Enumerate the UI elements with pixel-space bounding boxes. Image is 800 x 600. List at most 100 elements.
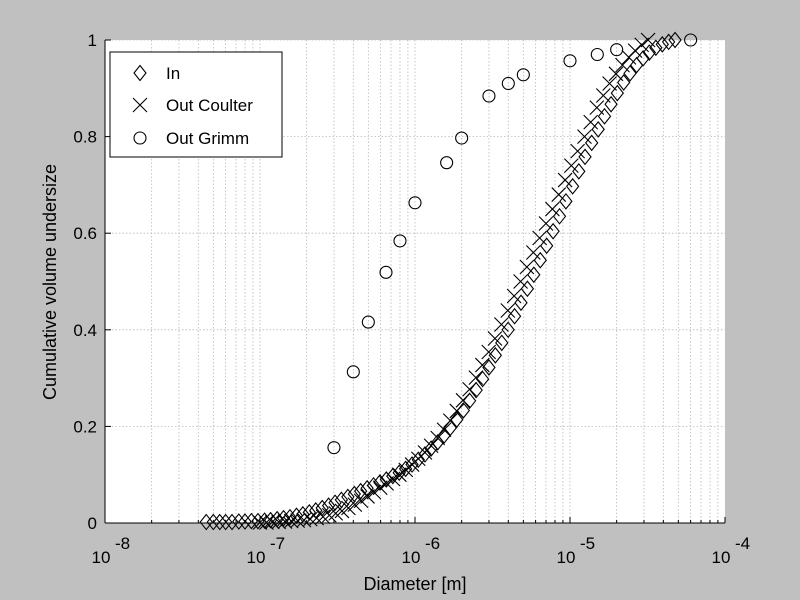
data-point-circle (408, 196, 422, 210)
data-point-diamond (616, 74, 631, 91)
data-point-x (519, 259, 535, 275)
legend-items: In Out Coulter Out Grimm (132, 64, 253, 148)
data-point-diamond (610, 84, 625, 102)
data-point-x (468, 370, 484, 386)
data-point-x (398, 462, 414, 478)
y-tick-label: 0.8 (73, 128, 97, 147)
data-point-diamond (597, 107, 612, 125)
data-point-x (474, 357, 490, 373)
data-point-diamond (495, 334, 509, 352)
y-tick-label: 0.4 (73, 321, 97, 340)
legend-marker-circle (133, 131, 147, 145)
x-tick-label-exponent: -6 (425, 534, 440, 553)
data-point-x (283, 513, 299, 529)
data-point-diamond (488, 347, 503, 364)
legend-marker-diamond (133, 64, 147, 82)
data-point-diamond (552, 207, 567, 225)
data-point-x (264, 514, 280, 530)
data-point-x (506, 288, 522, 304)
legend-label: Out Grimm (166, 129, 249, 148)
data-point-circle (590, 47, 604, 62)
data-point-diamond (475, 370, 490, 388)
data-point-x (634, 37, 650, 53)
data-point-diamond (520, 280, 535, 298)
data-point-x (608, 66, 624, 82)
x-tick-label-exponent: -4 (735, 534, 750, 553)
data-point-x (296, 512, 312, 528)
data-point-circle (346, 365, 360, 379)
data-point-x (315, 509, 331, 525)
data-point-diamond (668, 31, 682, 49)
y-tick-label: 1 (88, 31, 97, 50)
data-point-circle (393, 234, 407, 248)
data-point-circle (610, 43, 624, 57)
y-tick-label: 0 (88, 514, 97, 533)
x-tick-label-exponent: -8 (115, 534, 130, 553)
data-point-x (589, 100, 605, 116)
data-point-x (583, 114, 599, 130)
data-point-x (290, 513, 306, 528)
legend-label: In (166, 64, 180, 83)
legend-label: Out Coulter (166, 96, 253, 115)
data-point-diamond (559, 192, 573, 210)
data-point-diamond (405, 456, 419, 473)
data-point-x (259, 515, 274, 530)
data-point-diamond (206, 513, 221, 531)
data-point-diamond (213, 513, 227, 531)
y-axis-title: Cumulative volume undersize (40, 164, 60, 400)
data-point-diamond (218, 513, 233, 531)
x-tick-label-base: 10 (712, 548, 731, 567)
data-point-x (563, 158, 579, 173)
data-point-diamond (655, 35, 670, 53)
x-tick-label-base: 10 (402, 548, 421, 567)
data-point-diamond (604, 95, 618, 113)
data-point-diamond (386, 467, 400, 485)
y-tick-label: 0.2 (73, 417, 97, 436)
y-tick-labels: 0 0.2 0.4 0.6 0.8 1 (73, 31, 97, 533)
data-point-x (442, 413, 458, 428)
data-point-x (366, 484, 382, 500)
series-out-coulter (252, 32, 656, 530)
data-point-x (538, 216, 554, 231)
x-tick-label-base: 10 (557, 548, 576, 567)
data-point-x (372, 480, 388, 496)
data-point-diamond (546, 222, 560, 240)
x-tick-label-exponent: -7 (270, 534, 285, 553)
data-point-x (532, 230, 548, 246)
data-point-diamond (469, 381, 483, 399)
legend: In Out Coulter Out Grimm (109, 51, 283, 158)
series-out-grimm (327, 33, 698, 455)
data-point-x (595, 88, 611, 103)
data-point-circle (455, 131, 469, 145)
data-point-diamond (539, 237, 554, 255)
data-point-diamond (238, 513, 252, 530)
data-point-diamond (225, 513, 239, 531)
tick-marks (104, 39, 726, 524)
data-point-diamond (623, 64, 637, 82)
data-point-x (494, 317, 509, 332)
x-tick-labels: 10-810-710-610-510-4 (92, 534, 751, 567)
data-point-circle (361, 315, 375, 329)
data-point-x (347, 497, 363, 513)
data-point-x (423, 438, 439, 454)
data-point-x (430, 430, 446, 446)
data-point-x (379, 476, 395, 491)
legend-marker-x (132, 97, 148, 113)
y-tick-label: 0.6 (73, 224, 97, 243)
data-point-x (309, 510, 325, 526)
data-point-diamond (636, 49, 650, 67)
data-point-x (436, 422, 452, 438)
data-point-diamond (533, 251, 547, 269)
data-point-x (462, 381, 477, 397)
data-point-x (500, 303, 516, 318)
data-point-x (481, 344, 497, 360)
data-point-diamond (283, 508, 297, 526)
data-point-x (353, 493, 369, 509)
data-point-diamond (482, 359, 496, 376)
data-point-diamond (411, 451, 425, 469)
data-point-x (615, 57, 630, 73)
data-point-x (557, 172, 573, 188)
data-point-x (321, 507, 337, 523)
